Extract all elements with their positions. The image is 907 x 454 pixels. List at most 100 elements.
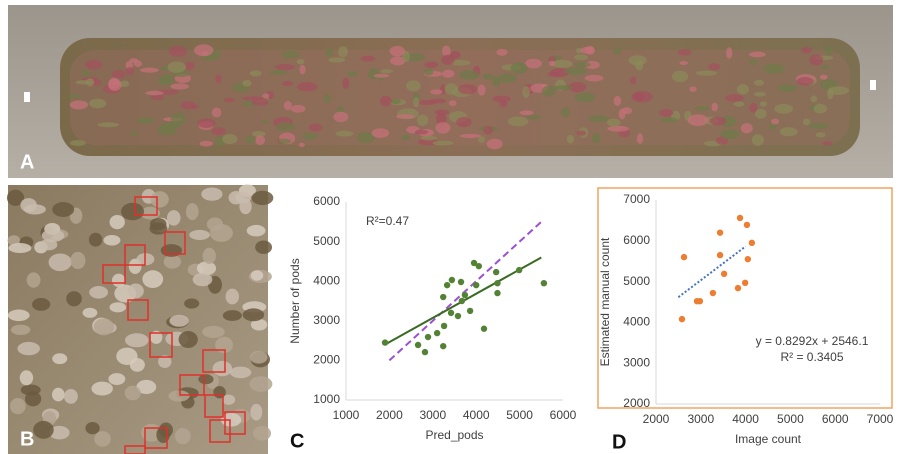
- foliage: [297, 59, 305, 64]
- point: [455, 313, 461, 319]
- foliage: [368, 68, 379, 79]
- pod: [108, 373, 125, 385]
- foliage: [585, 75, 604, 82]
- foliage: [827, 88, 833, 99]
- x-axis-title: Image count: [735, 432, 802, 446]
- annotation: R² = 0.3405: [780, 350, 843, 364]
- foliage: [754, 80, 764, 86]
- y-tick-label: 3000: [313, 313, 340, 327]
- point: [476, 263, 482, 269]
- foliage: [574, 54, 588, 60]
- foliage: [222, 134, 237, 144]
- foliage: [526, 115, 541, 120]
- foliage: [442, 70, 454, 78]
- foliage: [522, 86, 529, 98]
- pod: [168, 390, 189, 401]
- x-tick-label: 4000: [732, 412, 759, 426]
- x-tick-label: 3000: [419, 408, 446, 422]
- pod: [250, 404, 262, 421]
- foliage: [574, 93, 595, 102]
- foliage: [607, 119, 621, 127]
- point: [459, 298, 465, 304]
- panel-label: D: [612, 431, 626, 453]
- x-tick-label: 4000: [463, 408, 490, 422]
- foliage: [435, 110, 449, 115]
- foliage: [760, 101, 767, 106]
- foliage: [417, 114, 428, 125]
- pod: [42, 229, 64, 242]
- foliage: [299, 143, 305, 147]
- foliage: [324, 94, 331, 103]
- foliage: [720, 129, 739, 139]
- foliage: [619, 108, 626, 119]
- pod: [21, 385, 41, 396]
- annotation: y = 0.8292x + 2546.1: [756, 334, 869, 348]
- foliage: [191, 105, 199, 110]
- foliage: [68, 94, 81, 98]
- point: [462, 292, 468, 298]
- foliage: [478, 136, 485, 143]
- pod: [10, 398, 26, 414]
- pod: [110, 215, 125, 229]
- foliage: [709, 63, 721, 70]
- x-tick-label: 3000: [687, 412, 714, 426]
- x-tick-label: 6000: [550, 408, 577, 422]
- point: [382, 339, 388, 345]
- x-tick-label: 5000: [777, 412, 804, 426]
- pod: [125, 386, 141, 401]
- foliage: [688, 114, 709, 126]
- foliage: [415, 130, 428, 135]
- foliage: [342, 78, 349, 89]
- pod: [83, 308, 98, 318]
- point: [425, 334, 431, 340]
- pod: [52, 202, 74, 217]
- reference-line: [389, 222, 541, 361]
- y-tick-label: 2000: [313, 353, 340, 367]
- foliage: [749, 59, 757, 65]
- foliage: [284, 101, 292, 111]
- pod: [91, 382, 112, 396]
- foliage: [302, 133, 318, 140]
- foliage: [131, 131, 138, 136]
- pod: [27, 272, 41, 287]
- foliage: [170, 83, 189, 89]
- foliage: [275, 64, 295, 70]
- point: [494, 280, 500, 286]
- foliage: [430, 89, 442, 94]
- point: [444, 282, 450, 288]
- foliage: [498, 73, 517, 83]
- point: [516, 267, 522, 273]
- pod: [210, 224, 233, 242]
- y-tick-label: 1000: [313, 392, 340, 406]
- pod: [125, 333, 149, 347]
- pod: [250, 351, 268, 364]
- foliage: [777, 85, 796, 92]
- pod: [252, 191, 274, 205]
- foliage: [695, 106, 710, 110]
- point: [679, 316, 685, 322]
- foliage: [140, 68, 159, 73]
- foliage: [483, 74, 495, 80]
- foliage: [328, 57, 345, 62]
- foliage: [689, 86, 696, 92]
- pod: [161, 244, 182, 257]
- foliage: [401, 135, 410, 140]
- foliage: [614, 96, 622, 106]
- pod: [94, 318, 115, 335]
- foliage: [278, 139, 291, 144]
- foliage: [269, 70, 287, 75]
- foliage: [442, 46, 451, 57]
- foliage: [493, 96, 511, 103]
- foliage: [561, 107, 570, 117]
- foliage: [250, 70, 262, 76]
- point: [441, 323, 447, 329]
- foliage: [803, 119, 811, 126]
- foliage: [771, 119, 779, 125]
- pod: [249, 376, 272, 392]
- pod: [121, 203, 144, 221]
- foliage: [326, 48, 333, 58]
- pod: [230, 367, 251, 379]
- foliage: [212, 108, 222, 118]
- foliage: [577, 130, 586, 135]
- pod: [128, 284, 144, 299]
